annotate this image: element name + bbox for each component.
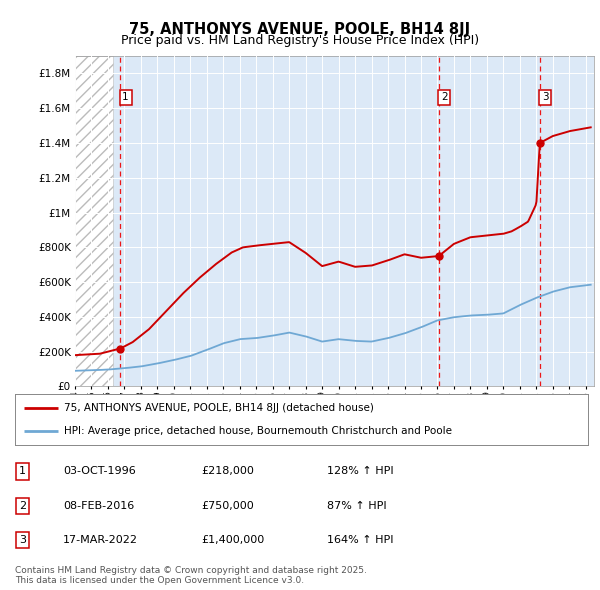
Text: 1: 1 <box>122 93 129 102</box>
Text: 2: 2 <box>19 501 26 510</box>
Text: HPI: Average price, detached house, Bournemouth Christchurch and Poole: HPI: Average price, detached house, Bour… <box>64 427 452 437</box>
Text: 164% ↑ HPI: 164% ↑ HPI <box>327 535 394 545</box>
Text: 75, ANTHONYS AVENUE, POOLE, BH14 8JJ (detached house): 75, ANTHONYS AVENUE, POOLE, BH14 8JJ (de… <box>64 402 374 412</box>
Text: 1: 1 <box>19 467 26 476</box>
Text: Contains HM Land Registry data © Crown copyright and database right 2025.
This d: Contains HM Land Registry data © Crown c… <box>15 566 367 585</box>
Text: £218,000: £218,000 <box>201 467 254 476</box>
Text: 128% ↑ HPI: 128% ↑ HPI <box>327 467 394 476</box>
Text: 87% ↑ HPI: 87% ↑ HPI <box>327 501 386 510</box>
Text: 17-MAR-2022: 17-MAR-2022 <box>63 535 138 545</box>
Text: £1,400,000: £1,400,000 <box>201 535 264 545</box>
Text: 03-OCT-1996: 03-OCT-1996 <box>63 467 136 476</box>
Text: 3: 3 <box>542 93 548 102</box>
Text: 75, ANTHONYS AVENUE, POOLE, BH14 8JJ: 75, ANTHONYS AVENUE, POOLE, BH14 8JJ <box>130 22 470 37</box>
Text: £750,000: £750,000 <box>201 501 254 510</box>
Text: Price paid vs. HM Land Registry's House Price Index (HPI): Price paid vs. HM Land Registry's House … <box>121 34 479 47</box>
Text: 08-FEB-2016: 08-FEB-2016 <box>63 501 134 510</box>
Text: 3: 3 <box>19 535 26 545</box>
Text: 2: 2 <box>441 93 448 102</box>
